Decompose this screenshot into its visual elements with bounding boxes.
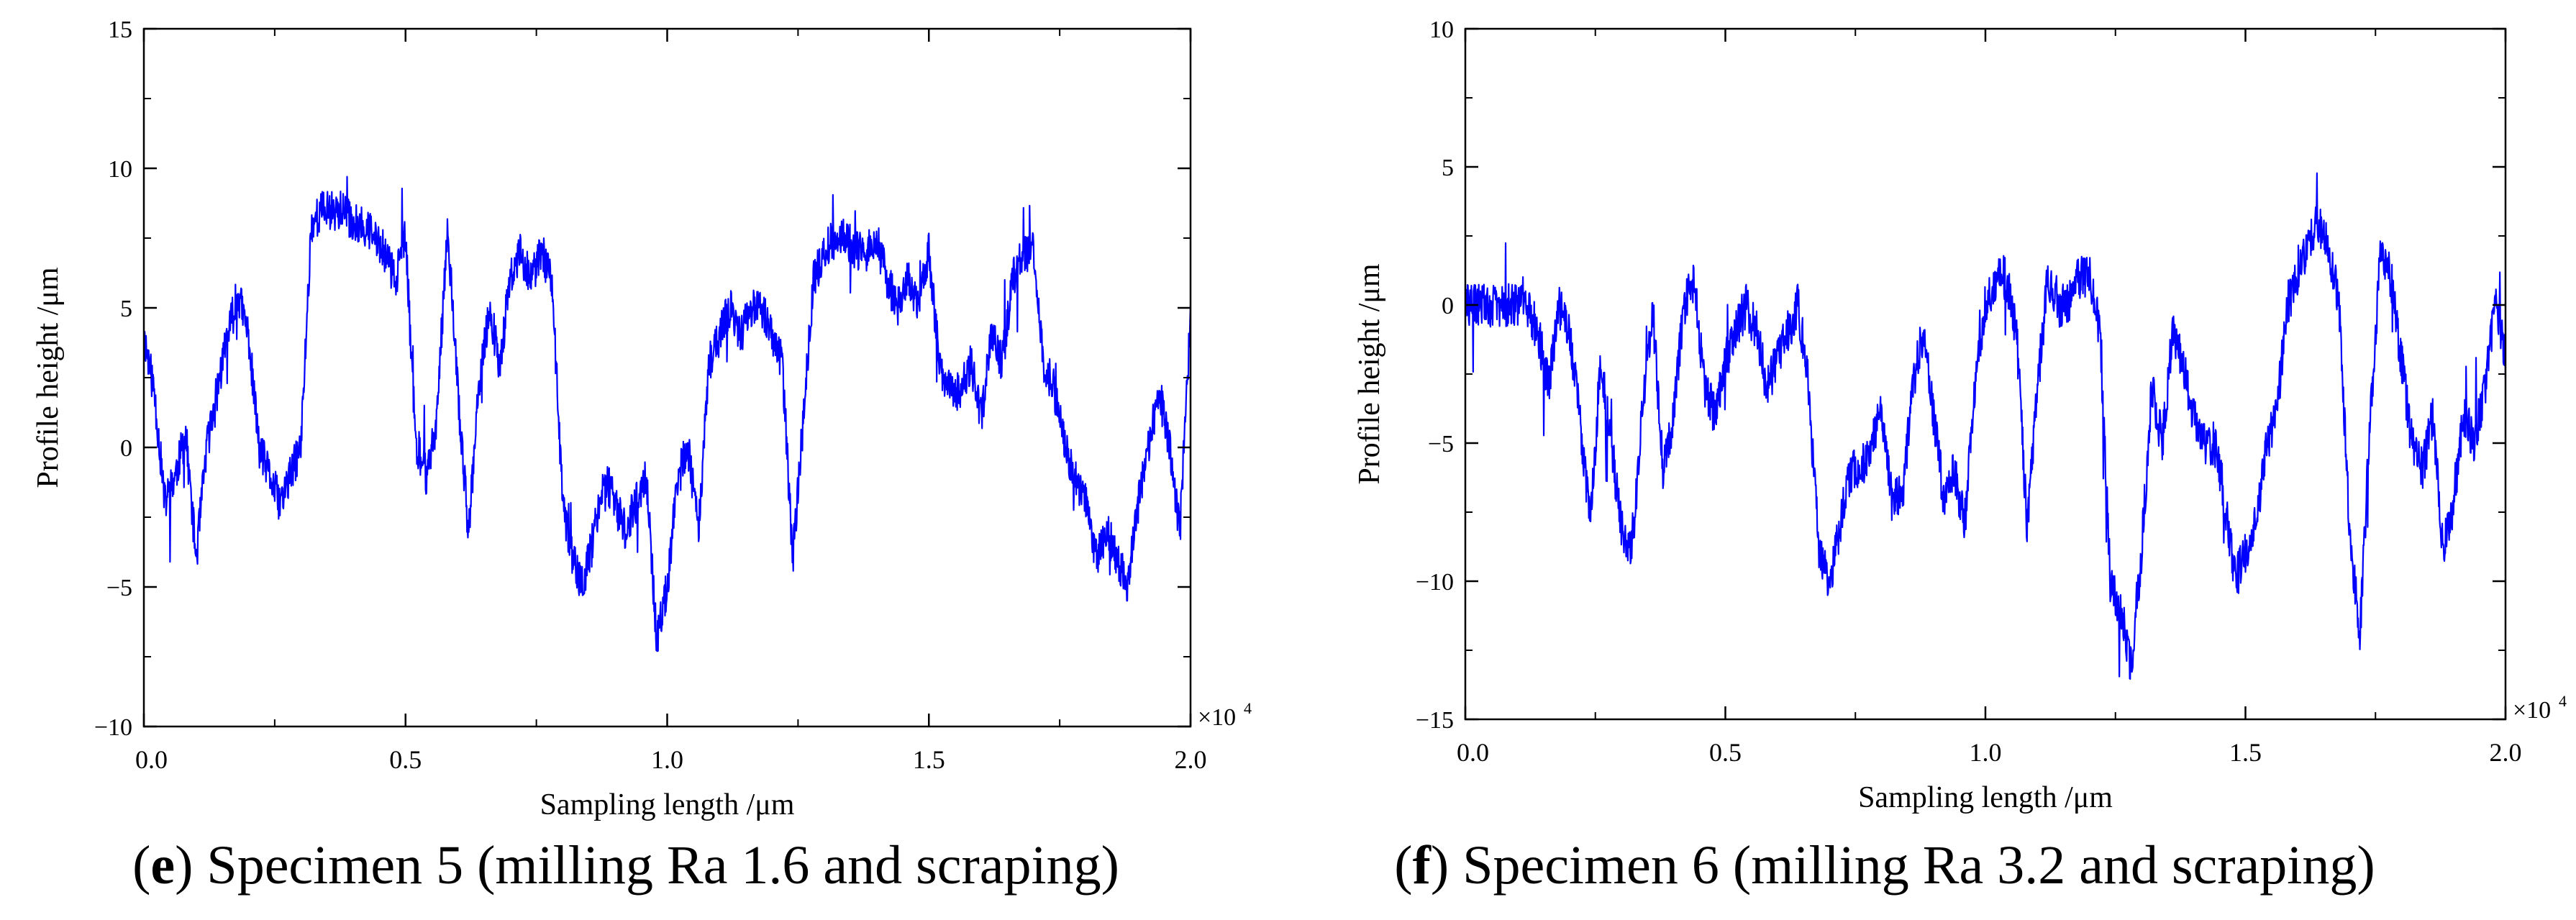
caption-f-close: ) xyxy=(1430,835,1449,896)
y-axis-label-e: Profile height /μm xyxy=(32,267,65,488)
series-line-f-0 xyxy=(1465,172,2506,680)
y-tick-label-e-1: −5 xyxy=(106,575,132,601)
y-tick-label-e-4: 10 xyxy=(108,156,132,183)
caption-e: (e) Specimen 5 (milling Ra 1.6 and scrap… xyxy=(65,834,1187,914)
y-tick-label-f-2: −5 xyxy=(1428,431,1454,457)
x-tick-label-e-1: 0.5 xyxy=(389,745,422,774)
caption-f-text: Specimen 6 (milling Ra 3.2 and scraping) xyxy=(1449,835,2375,896)
y-tick-label-f-3: 0 xyxy=(1442,293,1454,319)
x-multiplier-exp-f: 4 xyxy=(2559,692,2567,710)
plot-frame-f xyxy=(1464,27,2507,721)
y-tick-label-e-5: 15 xyxy=(108,17,132,43)
y-tick-label-f-0: −15 xyxy=(1416,707,1454,734)
chart-e: −10 −5 0 5 10 15 0.0 0.5 1.0 1.5 2.0 ×10 4 Sampling l… xyxy=(32,17,1252,821)
x-tick-label-e-0: 0.0 xyxy=(135,745,168,774)
plot-frame-e xyxy=(142,27,1192,728)
x-axis-label-e: Sampling length /μm xyxy=(540,788,795,821)
x-tick-label-f-1: 0.5 xyxy=(1709,738,1742,767)
x-multiplier-exp-e: 4 xyxy=(1244,699,1252,717)
caption-f: (f) Specimen 6 (milling Ra 3.2 and scrap… xyxy=(1324,834,2446,914)
y-tick-label-e-2: 0 xyxy=(120,435,132,462)
x-multiplier-f: ×10 xyxy=(2513,697,2551,724)
caption-e-text: Specimen 5 (milling Ra 1.6 and scraping) xyxy=(193,835,1119,896)
x-axis-label-f: Sampling length /μm xyxy=(1858,781,2113,814)
x-tick-label-f-4: 2.0 xyxy=(2490,738,2522,767)
y-tick-label-e-3: 5 xyxy=(120,296,132,322)
x-tick-label-e-2: 1.0 xyxy=(651,745,683,774)
caption-e-open: ( xyxy=(132,835,151,896)
x-tick-label-e-3: 1.5 xyxy=(913,745,945,774)
caption-f-letter: f xyxy=(1412,835,1431,896)
caption-e-letter: e xyxy=(150,835,176,896)
x-tick-label-f-2: 1.0 xyxy=(1970,738,2002,767)
x-tick-label-e-4: 2.0 xyxy=(1175,745,1207,774)
series-line-e-0 xyxy=(144,176,1191,652)
caption-e-close: ) xyxy=(175,835,194,896)
x-multiplier-e: ×10 xyxy=(1198,704,1236,731)
x-tick-label-f-0: 0.0 xyxy=(1457,738,1489,767)
y-tick-label-f-5: 10 xyxy=(1429,17,1454,43)
y-tick-label-e-0: −10 xyxy=(94,714,132,741)
x-tick-label-f-3: 1.5 xyxy=(2229,738,2262,767)
y-tick-label-f-1: −10 xyxy=(1416,569,1454,596)
y-tick-label-f-4: 5 xyxy=(1442,155,1454,181)
chart-f: −15 −10 −5 0 5 10 0.0 0.5 1.0 1.5 2.0 ×10 4 Sampling … xyxy=(1353,17,2567,814)
y-axis-label-f: Profile height /μm xyxy=(1353,263,1386,484)
caption-f-open: ( xyxy=(1394,835,1413,896)
